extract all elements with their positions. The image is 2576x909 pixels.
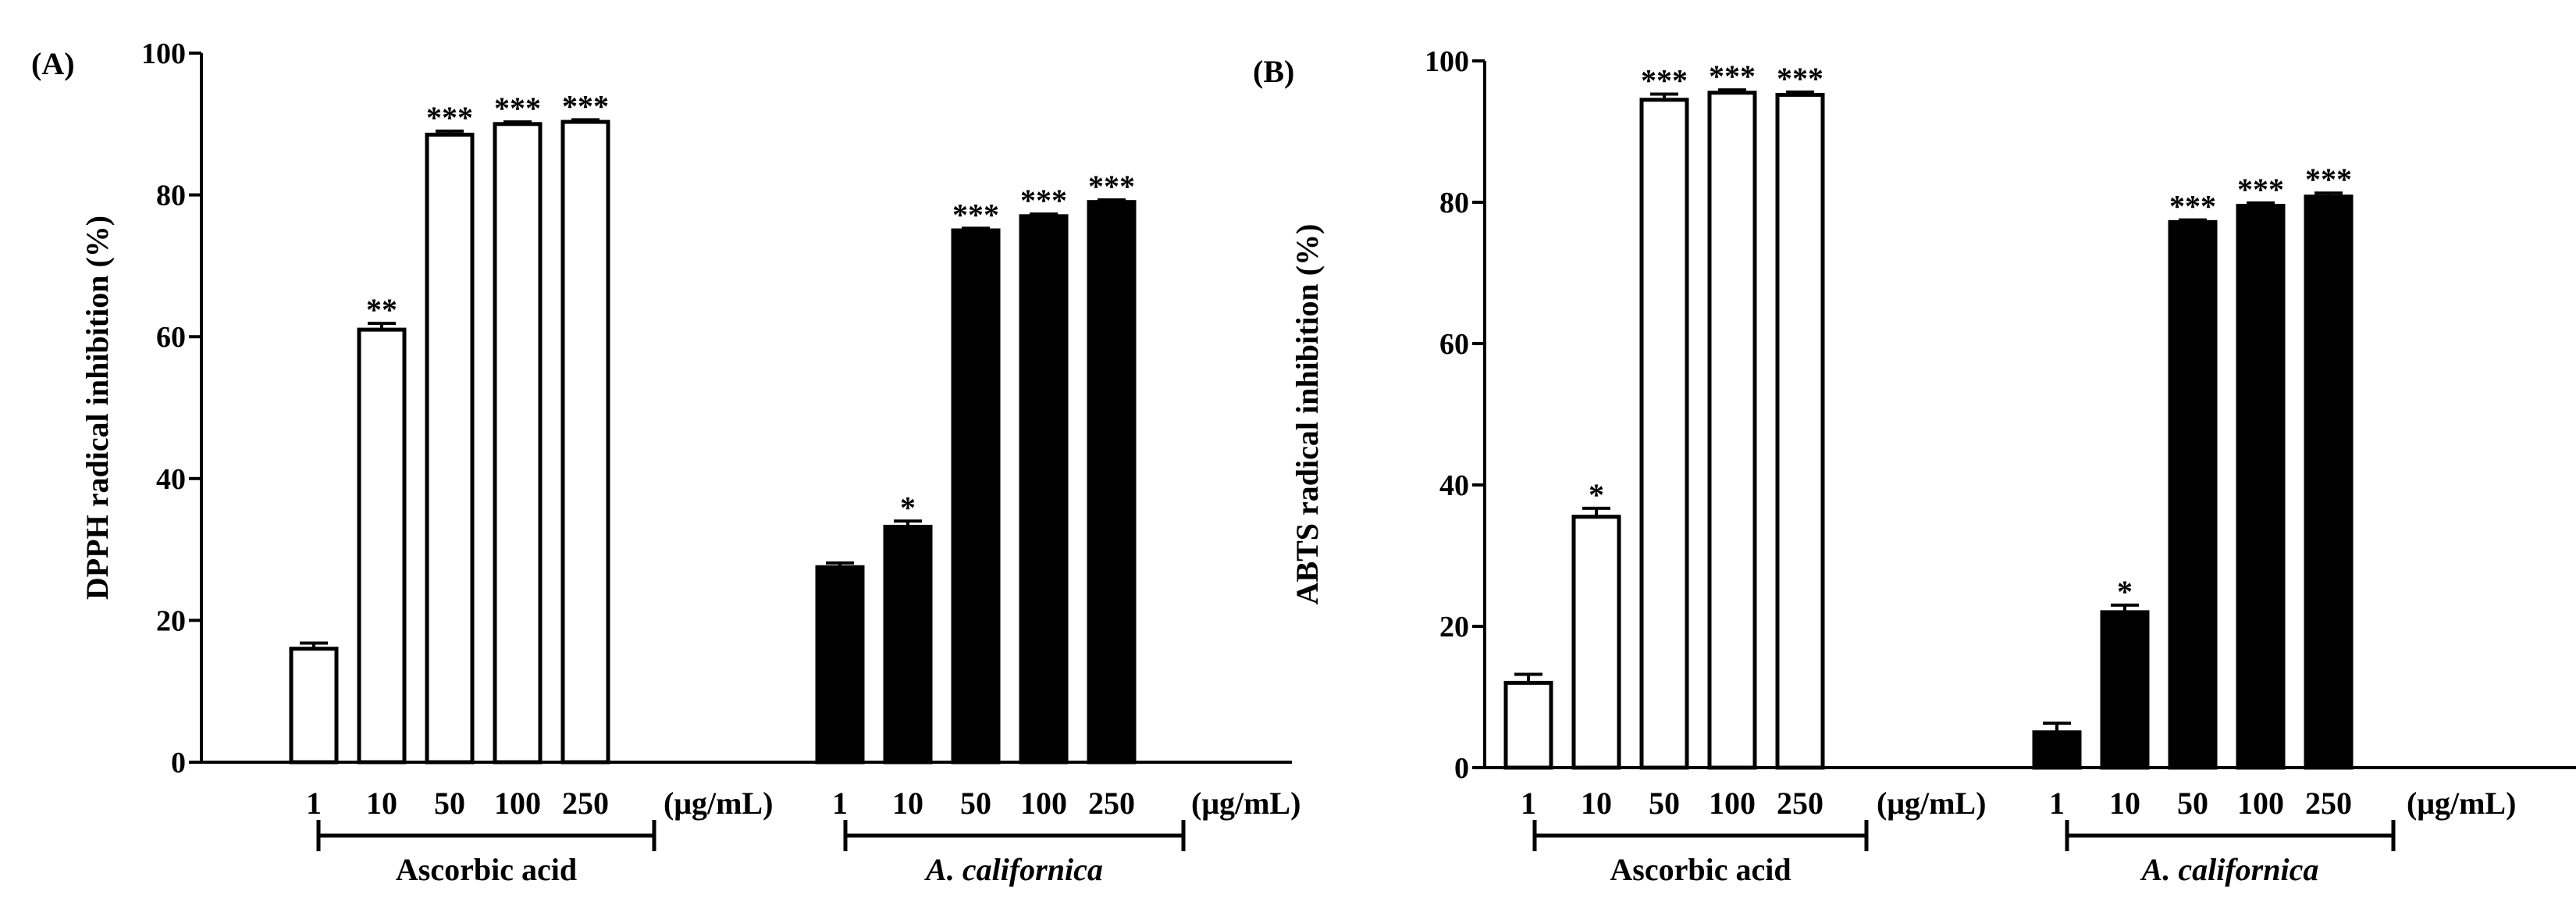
significance-marker: ** xyxy=(366,292,397,327)
unit-label: (μg/mL) xyxy=(1877,786,1986,821)
group-label: A. californica xyxy=(2140,852,2319,887)
significance-marker: *** xyxy=(562,88,609,123)
x-tick-label: 250 xyxy=(1088,786,1135,821)
y-axis-title: DPPH radical inhibition (%) xyxy=(80,216,115,600)
x-tick-label: 1 xyxy=(2049,786,2065,821)
y-tick-label: 100 xyxy=(1425,45,1469,78)
significance-marker: *** xyxy=(952,197,999,232)
bar xyxy=(1503,680,1553,770)
y-tick-label: 40 xyxy=(1439,469,1469,502)
group-label: Ascorbic acid xyxy=(396,852,577,887)
y-tick-label: 60 xyxy=(156,321,186,354)
significance-marker: *** xyxy=(2237,172,2284,207)
x-tick-label: 50 xyxy=(2177,786,2208,821)
y-tick-label: 80 xyxy=(156,180,186,212)
bar xyxy=(883,525,933,765)
x-tick-label: 250 xyxy=(1777,786,1823,821)
bar xyxy=(560,119,610,765)
unit-label: (μg/mL) xyxy=(2407,786,2516,821)
y-tick-label: 80 xyxy=(1439,187,1469,219)
group-label: Ascorbic acid xyxy=(1610,852,1791,887)
x-tick-label: 1 xyxy=(1521,786,1536,821)
x-tick-label: 50 xyxy=(1649,786,1680,821)
y-tick-label: 100 xyxy=(141,37,186,70)
x-tick-label: 10 xyxy=(366,786,397,821)
significance-marker: *** xyxy=(2305,162,2352,197)
y-tick-label: 0 xyxy=(171,747,186,779)
bar xyxy=(815,565,865,765)
group-label: A. californica xyxy=(923,852,1103,887)
panel-label: (A) xyxy=(31,46,75,81)
x-tick-label: 100 xyxy=(1709,786,1756,821)
significance-marker: * xyxy=(900,490,916,525)
bar xyxy=(289,647,339,765)
x-tick-label: 50 xyxy=(960,786,991,821)
panel-label: (B) xyxy=(1253,54,1294,89)
significance-marker: *** xyxy=(426,100,473,135)
significance-marker: *** xyxy=(1709,59,1756,94)
x-tick-label: 100 xyxy=(1020,786,1067,821)
chart-panel-b: (B) 0 20 40 60 80 100 ABTS radical inhibition (… xyxy=(1253,45,2576,887)
significance-marker: *** xyxy=(2169,189,2216,224)
x-tick-label: 10 xyxy=(1581,786,1612,821)
x-tick-label: 250 xyxy=(562,786,609,821)
bar xyxy=(2168,219,2218,770)
bar xyxy=(1571,515,1621,770)
bar xyxy=(2100,610,2150,770)
significance-marker: * xyxy=(2117,574,2133,609)
bar xyxy=(1775,92,1825,770)
bar xyxy=(2236,204,2286,770)
y-tick-label: 20 xyxy=(1439,611,1469,643)
unit-label: (μg/mL) xyxy=(1191,786,1300,821)
bar xyxy=(1639,98,1689,770)
x-tick-label: 10 xyxy=(892,786,923,821)
bar xyxy=(493,122,543,765)
bar xyxy=(951,228,1001,765)
y-tick-label: 0 xyxy=(1454,752,1469,785)
bar xyxy=(1707,91,1757,770)
y-tick-label: 40 xyxy=(156,463,186,496)
bar xyxy=(1019,214,1069,765)
x-tick-label: 50 xyxy=(434,786,465,821)
x-tick-label: 100 xyxy=(2237,786,2284,821)
significance-marker: * xyxy=(1589,477,1604,512)
x-tick-label: 10 xyxy=(2109,786,2140,821)
bar xyxy=(1087,200,1137,765)
x-tick-label: 1 xyxy=(832,786,848,821)
x-tick-label: 1 xyxy=(306,786,322,821)
y-axis-title: ABTS radical inhibition (%) xyxy=(1290,224,1325,605)
significance-marker: *** xyxy=(1641,63,1688,98)
x-tick-label: 250 xyxy=(2305,786,2352,821)
significance-marker: *** xyxy=(1777,61,1823,96)
significance-marker: *** xyxy=(1088,169,1135,204)
unit-label: (μg/mL) xyxy=(664,786,773,821)
bar xyxy=(2304,194,2354,770)
bar xyxy=(357,327,407,765)
x-tick-label: 100 xyxy=(494,786,541,821)
significance-marker: *** xyxy=(494,91,541,126)
significance-marker: *** xyxy=(1020,183,1067,218)
y-tick-label: 60 xyxy=(1439,328,1469,361)
y-tick-label: 20 xyxy=(156,604,186,637)
chart-panel-a: (A) 0 20 40 60 80 100 DPPH radical inhibition (… xyxy=(31,37,1300,887)
bar xyxy=(425,132,475,765)
bar xyxy=(2032,730,2082,770)
